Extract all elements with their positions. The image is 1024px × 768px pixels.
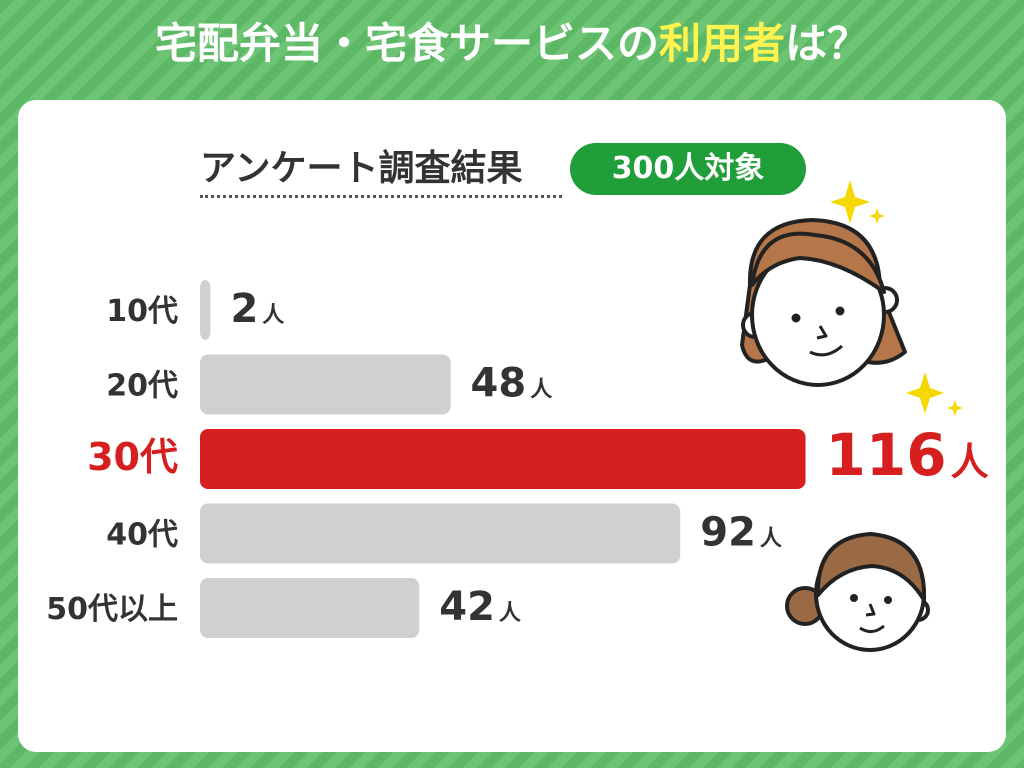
woman-long-hair-face-icon <box>740 218 907 387</box>
title-highlight: 利用者 <box>658 19 785 68</box>
bar <box>200 429 806 489</box>
value-unit: 人 <box>760 527 782 552</box>
sparkle-icon <box>906 372 963 416</box>
title-text-2: は？ <box>785 19 870 68</box>
category-label: 50代以上 <box>46 592 178 627</box>
title-text-1: 宅配弁当・宅食サービスの <box>154 19 659 68</box>
target-badge: 300人対象 <box>570 143 806 195</box>
value-unit: 人 <box>499 601 521 626</box>
value-label: 92 人 <box>700 510 782 556</box>
bar <box>200 578 420 638</box>
value-number: 42 <box>439 584 495 630</box>
bar <box>200 354 451 415</box>
bar <box>200 280 211 340</box>
value-number: 2 <box>230 286 258 332</box>
survey-heading: アンケート調査結果 <box>200 143 562 198</box>
value-unit: 人 <box>530 378 552 403</box>
value-label: 42 人 <box>439 584 521 630</box>
category-label: 20代 <box>106 369 178 404</box>
value-unit: 人 <box>951 440 989 484</box>
value-number: 116 <box>826 421 947 489</box>
sparkle-icon <box>830 180 885 224</box>
category-label: 40代 <box>106 518 178 553</box>
woman-bun-face-icon <box>785 532 930 652</box>
value-number: 48 <box>471 361 527 407</box>
category-label: 30代 <box>87 435 178 479</box>
category-label: 10代 <box>106 294 178 329</box>
value-number: 92 <box>700 510 756 556</box>
value-label: 116 人 <box>826 421 989 489</box>
value-label: 48 人 <box>471 361 553 407</box>
value-unit: 人 <box>262 303 284 328</box>
bar <box>200 503 681 564</box>
page-title: 宅配弁当・宅食サービスの利用者は？ <box>0 14 1024 74</box>
